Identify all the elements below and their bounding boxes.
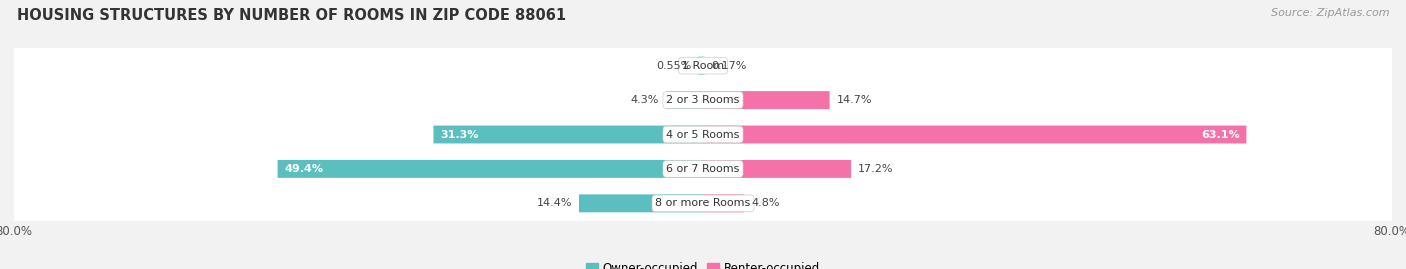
- Text: 6 or 7 Rooms: 6 or 7 Rooms: [666, 164, 740, 174]
- FancyBboxPatch shape: [277, 160, 703, 178]
- FancyBboxPatch shape: [666, 91, 703, 109]
- FancyBboxPatch shape: [13, 37, 1393, 96]
- FancyBboxPatch shape: [13, 36, 1393, 95]
- Text: 4.3%: 4.3%: [631, 95, 659, 105]
- Text: 63.1%: 63.1%: [1201, 129, 1240, 140]
- Text: 14.7%: 14.7%: [837, 95, 872, 105]
- FancyBboxPatch shape: [13, 106, 1393, 165]
- Text: 0.17%: 0.17%: [711, 61, 747, 71]
- FancyBboxPatch shape: [13, 140, 1393, 200]
- FancyBboxPatch shape: [703, 194, 744, 212]
- Text: 2 or 3 Rooms: 2 or 3 Rooms: [666, 95, 740, 105]
- FancyBboxPatch shape: [699, 57, 703, 75]
- FancyBboxPatch shape: [13, 70, 1393, 130]
- Text: 8 or more Rooms: 8 or more Rooms: [655, 198, 751, 208]
- FancyBboxPatch shape: [703, 160, 851, 178]
- Text: 31.3%: 31.3%: [440, 129, 478, 140]
- FancyBboxPatch shape: [579, 194, 703, 212]
- Text: 4.8%: 4.8%: [751, 198, 780, 208]
- FancyBboxPatch shape: [13, 174, 1393, 233]
- Legend: Owner-occupied, Renter-occupied: Owner-occupied, Renter-occupied: [581, 258, 825, 269]
- Text: 4 or 5 Rooms: 4 or 5 Rooms: [666, 129, 740, 140]
- FancyBboxPatch shape: [13, 175, 1393, 234]
- Text: Source: ZipAtlas.com: Source: ZipAtlas.com: [1271, 8, 1389, 18]
- Text: 0.55%: 0.55%: [657, 61, 692, 71]
- FancyBboxPatch shape: [703, 57, 704, 75]
- FancyBboxPatch shape: [433, 126, 703, 143]
- Text: HOUSING STRUCTURES BY NUMBER OF ROOMS IN ZIP CODE 88061: HOUSING STRUCTURES BY NUMBER OF ROOMS IN…: [17, 8, 567, 23]
- Text: 14.4%: 14.4%: [537, 198, 572, 208]
- Text: 1 Room: 1 Room: [682, 61, 724, 71]
- Text: 17.2%: 17.2%: [858, 164, 893, 174]
- FancyBboxPatch shape: [703, 91, 830, 109]
- FancyBboxPatch shape: [13, 105, 1393, 164]
- FancyBboxPatch shape: [703, 126, 1246, 143]
- FancyBboxPatch shape: [13, 72, 1393, 131]
- FancyBboxPatch shape: [13, 139, 1393, 199]
- Text: 49.4%: 49.4%: [284, 164, 323, 174]
